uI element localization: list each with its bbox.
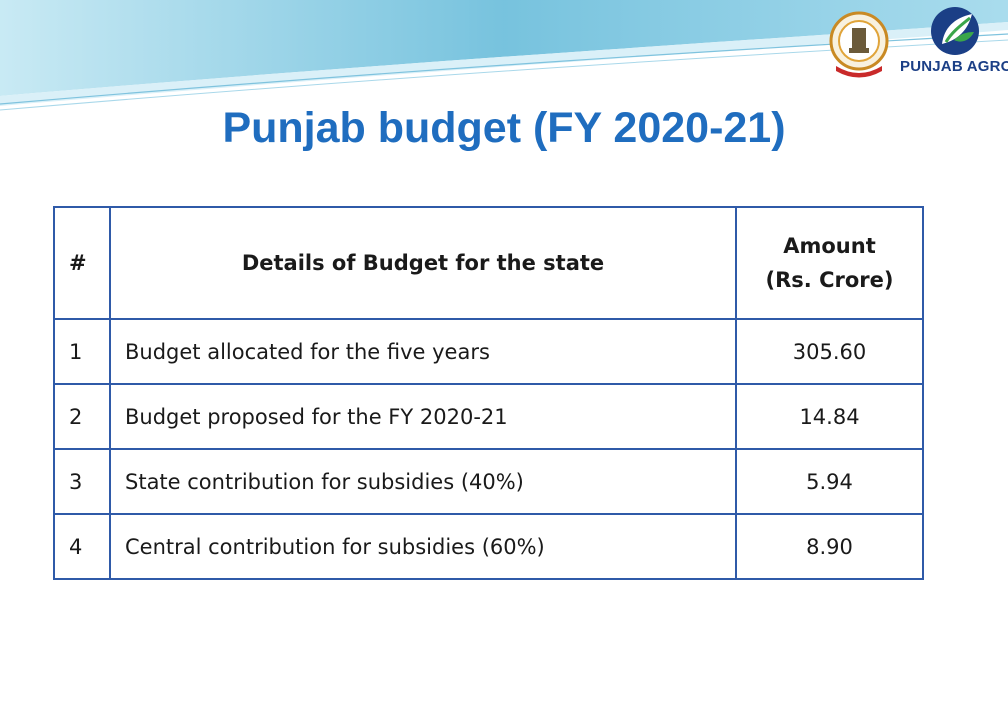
header-amount-line2: (Rs. Crore) bbox=[765, 268, 894, 292]
row-amount: 5.94 bbox=[735, 448, 924, 515]
table-row: 4 Central contribution for subsidies (60… bbox=[53, 513, 924, 580]
header-wave-decoration bbox=[0, 0, 1008, 111]
row-number: 2 bbox=[53, 383, 111, 450]
table-row: 1 Budget allocated for the five years 30… bbox=[53, 318, 924, 385]
header-number: # bbox=[53, 206, 111, 320]
table-row: 3 State contribution for subsidies (40%)… bbox=[53, 448, 924, 515]
row-detail: Budget proposed for the FY 2020-21 bbox=[109, 383, 737, 450]
row-detail: Budget allocated for the five years bbox=[109, 318, 737, 385]
header-amount: Amount (Rs. Crore) bbox=[735, 206, 924, 320]
row-detail: Central contribution for subsidies (60%) bbox=[109, 513, 737, 580]
page-title: Punjab budget (FY 2020-21) bbox=[222, 104, 786, 152]
budget-table: # Details of Budget for the state Amount… bbox=[53, 206, 924, 580]
row-amount: 8.90 bbox=[735, 513, 924, 580]
table-row: 2 Budget proposed for the FY 2020-21 14.… bbox=[53, 383, 924, 450]
punjab-government-emblem-icon bbox=[829, 11, 889, 78]
punjab-agro-wordmark: PUNJAB AGRO bbox=[900, 58, 1008, 75]
row-amount: 305.60 bbox=[735, 318, 924, 385]
row-number: 1 bbox=[53, 318, 111, 385]
row-detail: State contribution for subsidies (40%) bbox=[109, 448, 737, 515]
row-number: 4 bbox=[53, 513, 111, 580]
table-header-row: # Details of Budget for the state Amount… bbox=[53, 206, 924, 320]
row-number: 3 bbox=[53, 448, 111, 515]
punjab-agro-leaf-icon bbox=[931, 7, 979, 55]
header-amount-line1: Amount bbox=[783, 234, 876, 258]
row-amount: 14.84 bbox=[735, 383, 924, 450]
header-details: Details of Budget for the state bbox=[109, 206, 737, 320]
